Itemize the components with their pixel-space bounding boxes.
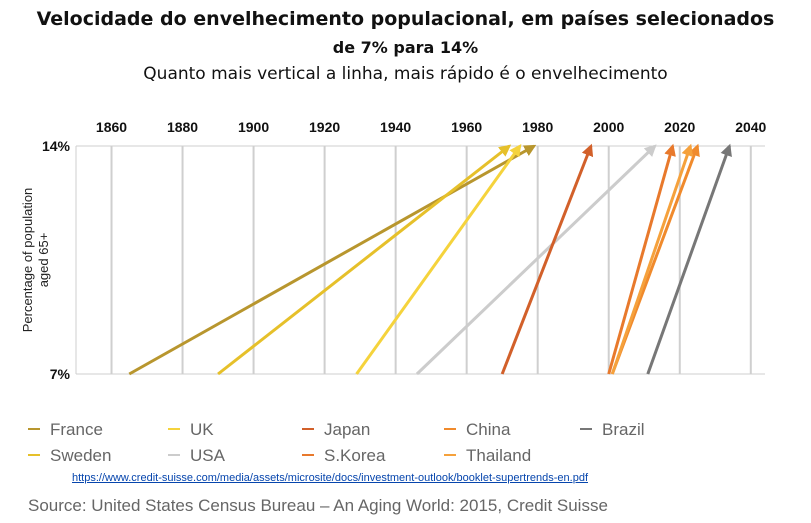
legend-swatch-sweden — [28, 453, 40, 456]
x-tick-label-1860: 1860 — [96, 119, 127, 135]
x-tick-label-2040: 2040 — [735, 119, 766, 135]
x-tick-label-1920: 1920 — [309, 119, 340, 135]
x-tick-label-1900: 1900 — [238, 119, 269, 135]
legend-label-china: China — [466, 420, 511, 439]
x-tick-label-1880: 1880 — [167, 119, 198, 135]
legend-item-china: China — [444, 420, 510, 440]
chart-subtitle: de 7% para 14% — [332, 38, 479, 57]
legend-label-sweden: Sweden — [50, 446, 112, 465]
x-tick-label-2020: 2020 — [664, 119, 695, 135]
chart-note: Quanto mais vertical a linha, mais rápid… — [143, 64, 668, 84]
x-tick-label-2000: 2000 — [593, 119, 624, 135]
series-line-brazil — [646, 143, 732, 375]
x-tick-label-1980: 1980 — [522, 119, 553, 135]
legend-item-france: France — [28, 420, 103, 440]
y-axis-label-line-2: aged 65+ — [36, 233, 51, 288]
legend-label-france: France — [50, 420, 103, 439]
legend-item-sweden: Sweden — [28, 446, 111, 466]
y-tick-label-14: 14% — [42, 138, 71, 154]
legend-item-japan: Japan — [302, 420, 370, 440]
legend-swatch-france — [28, 427, 40, 430]
legend-label-uk: UK — [190, 420, 214, 439]
series-line-sweden — [217, 144, 512, 376]
legend-swatch-usa — [168, 453, 180, 456]
y-tick-label-7: 7% — [50, 366, 71, 382]
x-tick-label-1940: 1940 — [380, 119, 411, 135]
legend-swatch-japan — [302, 427, 314, 430]
legend-label-skorea: S.Korea — [324, 446, 386, 465]
legend-item-thailand: Thailand — [444, 446, 531, 466]
source-note: Source: United States Census Bureau – An… — [28, 496, 608, 515]
y-axis-label-line-1: Percentage of population — [20, 188, 35, 333]
legend-label-usa: USA — [190, 446, 225, 465]
legend-swatch-brazil — [580, 427, 592, 430]
legend-label-thailand: Thailand — [466, 446, 532, 465]
legend-swatch-uk — [168, 427, 180, 430]
legend-label-japan: Japan — [324, 420, 371, 439]
series-line-skorea — [607, 143, 676, 375]
legend-item-brazil: Brazil — [580, 420, 645, 440]
legend-label-brazil: Brazil — [602, 420, 645, 439]
legend-swatch-thailand — [444, 453, 456, 456]
series-line-usa — [415, 144, 657, 376]
legend-item-uk: UK — [168, 420, 214, 440]
legend-swatch-skorea — [302, 453, 314, 456]
series-line-thailand — [610, 143, 693, 375]
source-link[interactable]: https://www.credit-suisse.com/media/asse… — [72, 472, 588, 484]
x-tick-label-1960: 1960 — [451, 119, 482, 135]
legend-item-skorea: S.Korea — [302, 446, 385, 466]
chart-title: Velocidade do envelhecimento populaciona… — [36, 8, 775, 30]
series-line-japan — [500, 143, 594, 375]
aging-speed-chart: 1860 1880 1900 1920 1940 1960 1980 2000 2020 2040… — [20, 119, 767, 382]
series-line-france — [128, 144, 537, 376]
legend-swatch-china — [444, 427, 456, 430]
legend-item-usa: USA — [168, 446, 225, 466]
series-line-uk — [355, 144, 522, 375]
